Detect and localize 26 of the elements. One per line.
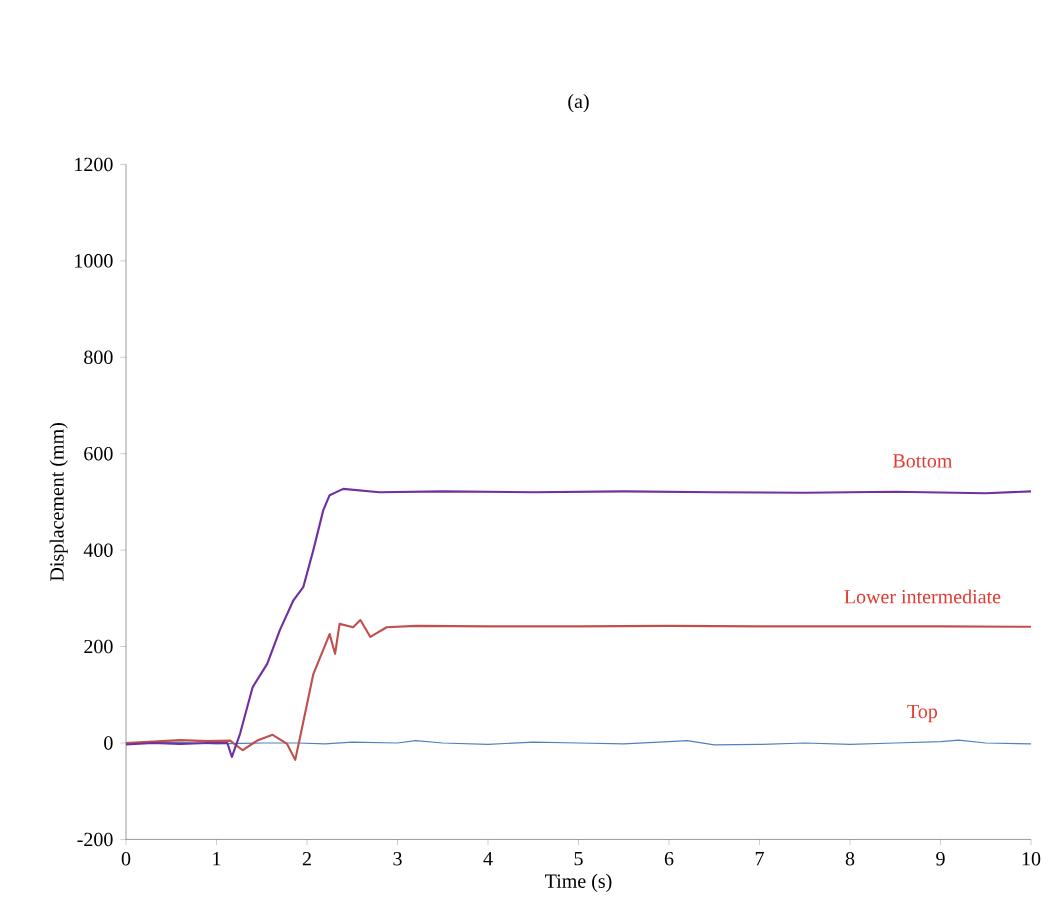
x-tick-label: 8 <box>845 852 855 866</box>
y-tick-label: 0 <box>104 736 113 750</box>
x-tick-label: 7 <box>755 852 764 866</box>
y-tick-label: 1200 <box>75 157 113 172</box>
x-tick-label: 1 <box>213 852 221 866</box>
x-tick-label: 9 <box>936 852 945 866</box>
line-series <box>124 488 1033 759</box>
y-tick-label: 800 <box>84 350 113 365</box>
y-tick-label: 400 <box>83 543 113 558</box>
x-tick-label: 3 <box>393 852 402 866</box>
y-axis-title: Displacement (mm) <box>49 423 68 582</box>
x-tick-label: 6 <box>664 852 674 866</box>
y-tick-label: 600 <box>84 447 113 461</box>
x-tick-label: 10 <box>1022 852 1041 866</box>
series-label: Lower intermediate <box>844 589 1001 604</box>
y-tick-label: 1000 <box>75 254 113 268</box>
x-tick-label: 2 <box>302 852 311 866</box>
x-tick-label: 4 <box>483 852 493 866</box>
series-label: Bottom <box>892 454 953 468</box>
y-tick-label: 200 <box>84 640 113 654</box>
series-label: Top <box>907 705 938 723</box>
x-tick-label: 5 <box>574 852 583 866</box>
x-axis-title: Time (s) <box>545 874 612 893</box>
chart-title: (a) <box>568 94 589 113</box>
x-tick-label: 0 <box>121 852 131 866</box>
y-tick-label: -200 <box>77 832 113 847</box>
